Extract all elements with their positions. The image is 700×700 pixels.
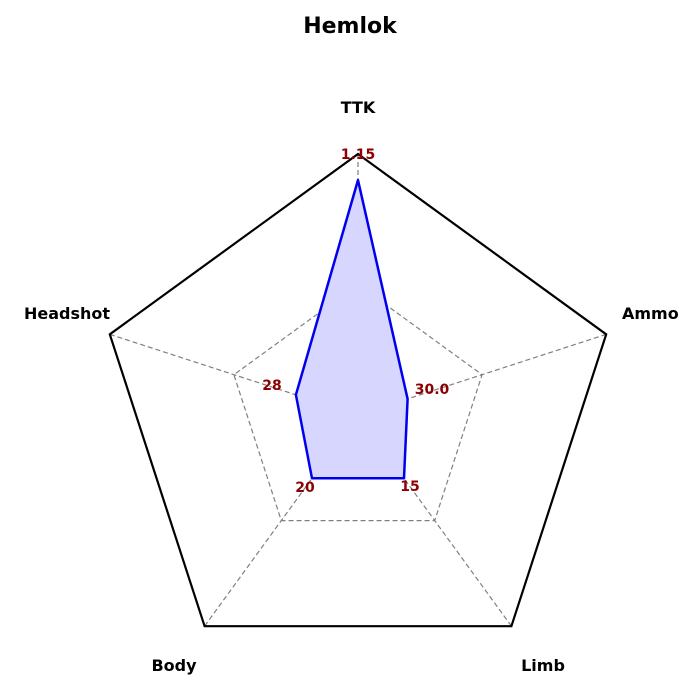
chart-title: Hemlok [303,14,398,39]
axis-label-limb: Limb [521,656,565,675]
series [294,178,409,480]
outer-ring [108,152,608,628]
axis-label-ttk: TTK [341,98,376,117]
value-label-ammo: 30.0 [415,382,450,398]
series-polygon [294,178,409,480]
value-label-ttk: 1.15 [341,147,376,163]
value-label-limb: 15 [400,479,419,495]
axis-label-headshot: Headshot [24,304,110,323]
axis-label-body: Body [151,656,197,675]
value-label-headshot: 28 [262,378,281,394]
labels: TTK 1.15 Ammo 30.0 Limb 15 Body 20 Headshot 28 [24,98,679,675]
axis-label-ammo: Ammo [622,304,679,323]
value-label-body: 20 [295,480,315,496]
